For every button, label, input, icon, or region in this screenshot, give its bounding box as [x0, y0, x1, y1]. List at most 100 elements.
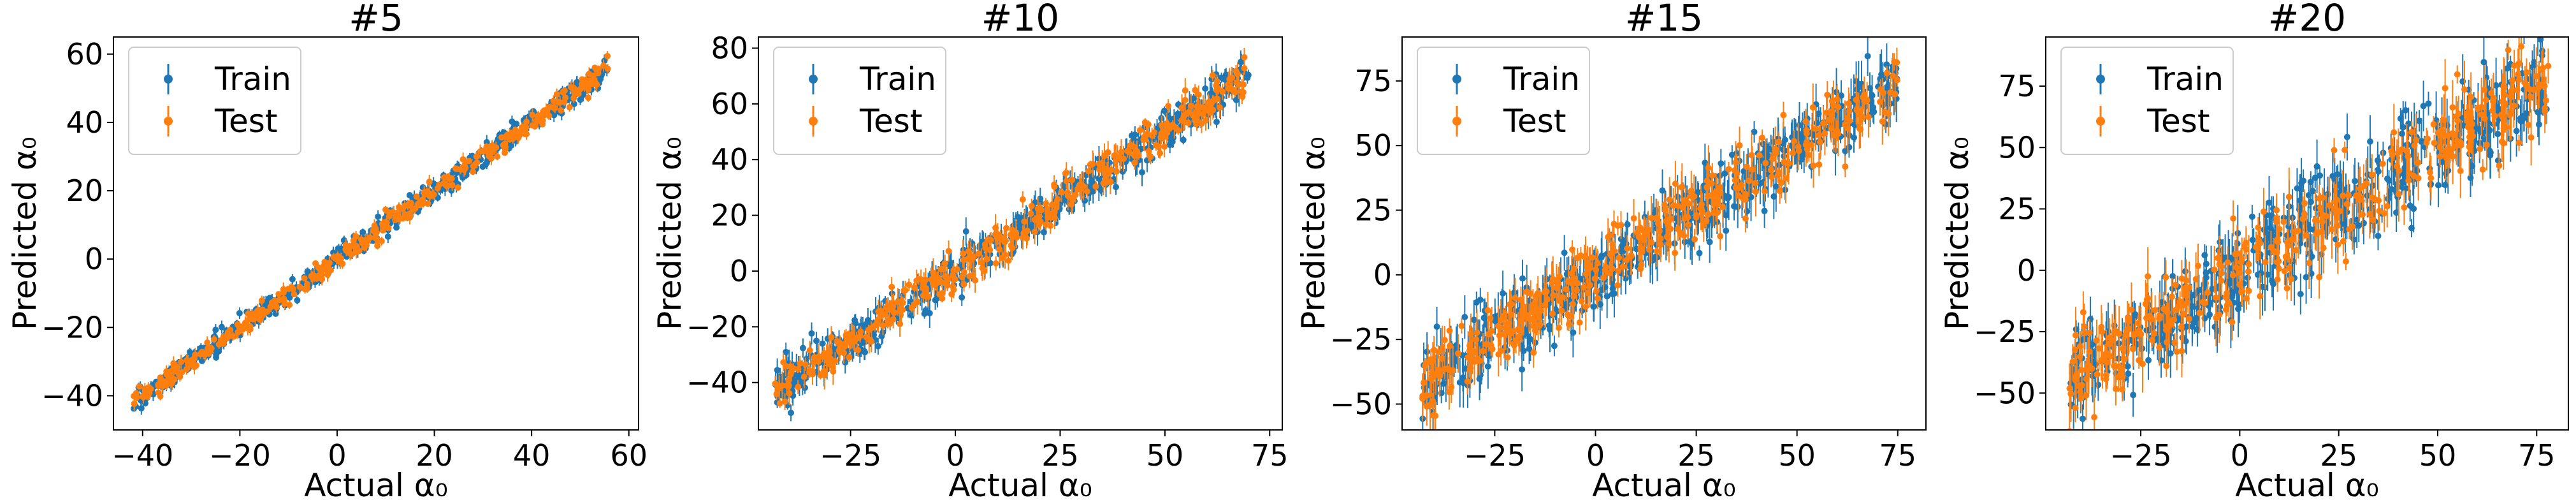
test-point [469, 168, 476, 175]
test-point [1096, 161, 1103, 168]
train-point [1090, 188, 1097, 195]
test-point [250, 316, 257, 323]
test-point [388, 210, 395, 217]
test-point [960, 250, 967, 257]
test-point [1027, 210, 1034, 218]
train-point [852, 320, 859, 327]
test-point [1672, 249, 1679, 256]
test-point [830, 368, 837, 375]
test-point [806, 347, 813, 354]
test-point [498, 134, 505, 141]
test-point [459, 156, 467, 163]
test-point [210, 336, 217, 343]
test-point [965, 247, 972, 255]
x-tick-label: −40 [112, 438, 173, 473]
y-tick-label: 60 [711, 87, 748, 121]
test-point [473, 153, 480, 160]
train-point [1779, 146, 1786, 153]
test-point [1420, 380, 1427, 387]
train-point [1473, 299, 1480, 306]
train-point [1760, 140, 1767, 147]
test-point [1240, 89, 1247, 96]
test-point [1233, 68, 1240, 75]
test-point [826, 347, 833, 354]
y-tick-label: −40 [686, 365, 748, 400]
test-point [857, 328, 864, 335]
train-point [574, 78, 581, 85]
test-point [1023, 235, 1030, 242]
test-point [353, 249, 360, 256]
test-point [1157, 150, 1164, 157]
x-tick-label: −20 [209, 438, 271, 473]
test-point [1578, 298, 1585, 305]
test-point [321, 258, 328, 265]
test-point [173, 364, 180, 371]
test-point [889, 299, 896, 306]
chart-title: #5 [349, 0, 403, 40]
test-point [1051, 209, 1058, 216]
test-point [1187, 102, 1194, 109]
test-point [1556, 273, 1563, 280]
train-point [1864, 52, 1871, 59]
train-point [1610, 290, 1617, 297]
test-point [930, 269, 937, 276]
x-tick-label: −25 [820, 438, 881, 473]
train-point [1523, 328, 1530, 335]
test-point [1019, 196, 1026, 203]
test-point [1877, 98, 1884, 105]
train-point [570, 100, 577, 107]
train-point [1596, 301, 1603, 308]
y-tick-label: 0 [730, 254, 748, 288]
test-point [400, 205, 407, 212]
test-point [136, 383, 143, 390]
test-point [1051, 181, 1058, 188]
test-point [236, 324, 243, 331]
x-axis-label: Actual α₀ [948, 467, 1092, 502]
test-point [1200, 110, 1207, 117]
test-point [1446, 343, 1453, 350]
test-point [890, 309, 897, 316]
test-point [426, 179, 433, 186]
test-point [227, 327, 234, 334]
test-point [1215, 85, 1222, 92]
train-point [1131, 137, 1138, 144]
train-point [384, 233, 391, 240]
test-point [374, 242, 381, 249]
test-point [1175, 127, 1182, 134]
test-point [1147, 153, 1154, 160]
test-point [352, 233, 359, 240]
test-point [1101, 165, 1108, 172]
test-point [157, 376, 164, 383]
test-point [163, 381, 170, 388]
train-point [1688, 209, 1695, 216]
test-point [994, 234, 1001, 241]
test-point [1207, 109, 1214, 116]
legend-marker [164, 117, 173, 126]
test-point [1043, 200, 1050, 207]
train-point [1161, 107, 1168, 114]
train-point [1751, 128, 1758, 135]
train-point [819, 340, 826, 347]
train-point [1619, 248, 1626, 255]
test-point [449, 182, 456, 189]
test-point [1085, 168, 1092, 175]
test-point [1036, 204, 1043, 211]
test-point [1092, 183, 1099, 190]
test-point [296, 283, 303, 290]
train-point [1233, 96, 1240, 103]
test-point [494, 153, 501, 160]
data-layer [1419, 37, 1900, 430]
test-point [776, 400, 783, 407]
test-point [521, 122, 528, 129]
test-point [1021, 218, 1028, 225]
train-point [1761, 207, 1768, 214]
test-point [1205, 99, 1212, 106]
y-axis-label: Predicted α₀ [651, 137, 688, 330]
test-point [1816, 161, 1823, 168]
test-point [1717, 233, 1724, 240]
test-point [815, 353, 822, 360]
test-point [1072, 191, 1079, 198]
test-point [342, 242, 349, 249]
train-point [1480, 314, 1487, 321]
test-point [1235, 81, 1242, 88]
